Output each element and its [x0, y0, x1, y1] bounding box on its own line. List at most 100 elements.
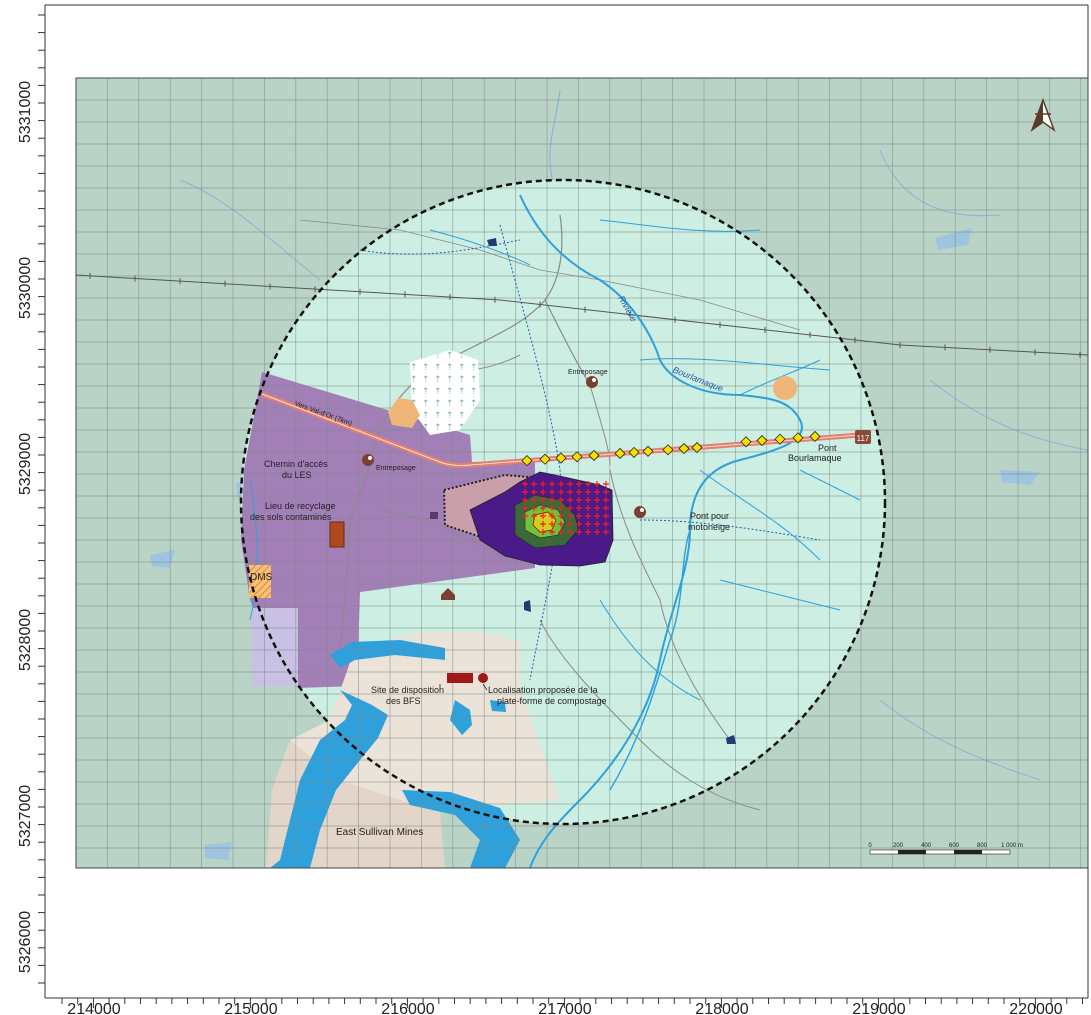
stream: [639, 358, 831, 371]
source-cross: [594, 505, 600, 511]
riviere-bourlamaque: [519, 194, 803, 868]
map-frame: [75, 77, 1089, 869]
x-tick-label: 214000: [67, 1001, 120, 1015]
source-cross: [594, 513, 600, 519]
y-tick-label: 5329000: [17, 433, 34, 495]
tailings-water: [490, 700, 506, 712]
bfs-site: [447, 673, 473, 683]
lake: [150, 550, 175, 568]
stream: [599, 219, 761, 232]
label-entreposage-north: Entreposage: [568, 369, 608, 376]
source-cross: [576, 505, 582, 511]
map-grid: [76, 78, 1088, 868]
source-cross: [603, 529, 609, 535]
source-cross: [522, 497, 528, 503]
source-points: [522, 481, 609, 535]
railway-ties: [89, 272, 1081, 358]
source-cross: [540, 505, 546, 511]
label-site-bfs-2: des BFS: [386, 696, 421, 706]
source-cross: [576, 481, 582, 487]
source-cross: [594, 521, 600, 527]
source-cross: [531, 497, 537, 503]
source-cross: [531, 489, 537, 495]
source-cross: [522, 489, 528, 495]
stream: [699, 469, 821, 561]
entreposage-north-marker: [586, 376, 598, 388]
receptor-diamond: [792, 432, 804, 444]
x-axis-ticks: [61, 998, 1083, 1008]
route-117-shield: 117: [855, 430, 871, 444]
scale-bar: 0 200 400 600 800 1 000 m: [868, 843, 1023, 855]
mine-zone: [290, 632, 560, 808]
source-cross: [567, 513, 573, 519]
y-tick-label: 5326000: [17, 911, 34, 973]
source-cross: [567, 529, 573, 535]
x-tick-label: 217000: [538, 1001, 591, 1015]
receptor-diamond: [539, 453, 551, 465]
source-cross: [540, 489, 546, 495]
receptor-diamond: [740, 436, 752, 448]
secondary-road: [539, 619, 761, 811]
x-tick-label: 219000: [852, 1001, 905, 1015]
receptor-diamond: [642, 445, 654, 457]
label-pont-motoneige-1: Pont pour: [690, 511, 729, 521]
stream: [879, 699, 1041, 781]
route-117-centerline: [261, 393, 861, 467]
source-cross: [558, 529, 564, 535]
receptor-diamond: [678, 442, 690, 455]
label-site-bfs-1: Site de disposition: [371, 685, 444, 695]
source-cross: [576, 489, 582, 495]
railway: [76, 274, 1088, 356]
source-cross: [585, 481, 591, 487]
receptor-diamond: [774, 433, 786, 445]
trail: [499, 224, 562, 681]
source-cross: [531, 505, 537, 511]
source-cross: [603, 481, 609, 487]
source-cross: [549, 513, 555, 519]
stream: [249, 479, 258, 621]
label-chemin-2: du LES: [282, 470, 312, 480]
x-tick-label: 216000: [381, 1001, 434, 1015]
source-cross: [540, 521, 546, 527]
source-cross: [567, 497, 573, 503]
x-tick-label: 215000: [224, 1001, 277, 1015]
label-pont-motoneige-2: motoneige: [688, 522, 730, 532]
label-localisation-1: Localisation proposée de la: [488, 685, 598, 695]
receptor-points: [521, 430, 821, 467]
source-cross: [549, 489, 555, 495]
trail: [639, 519, 821, 541]
pond: [726, 735, 736, 744]
scale-tick-label: 0: [868, 843, 872, 849]
receptor-diamond: [614, 447, 626, 460]
scale-tick-label: 200: [893, 843, 904, 849]
x-tick-label: 218000: [695, 1001, 748, 1015]
compost-site-marker: [478, 673, 488, 683]
secondary-road: [339, 464, 371, 651]
tailings-water: [450, 700, 472, 735]
label-entreposage-west: Entreposage: [376, 465, 416, 472]
y-tick-label: 5327000: [17, 785, 34, 847]
label-dms: DMS: [250, 572, 273, 583]
secondary-road: [299, 219, 801, 331]
stream: [739, 359, 821, 396]
stream: [599, 599, 701, 701]
source-cross: [522, 505, 528, 511]
source-cross: [558, 497, 564, 503]
map-panel: 117 Entreposage Entreposage Rivière Bour…: [76, 78, 1088, 868]
north-arrow-icon: [1030, 97, 1056, 133]
svg-text:117: 117: [857, 434, 870, 443]
receptor-diamond: [571, 451, 583, 463]
receptor-diamond: [691, 441, 703, 454]
river-water: [402, 790, 520, 868]
forest-patch: [410, 350, 480, 435]
source-cross: [585, 489, 591, 495]
leader-line: [482, 683, 488, 691]
secondary-road: [589, 384, 611, 466]
scale-tick-label: 800: [977, 843, 988, 849]
source-cross: [522, 513, 528, 519]
source-cross: [594, 497, 600, 503]
label-pont-bourl-2: Bourlamaque: [788, 453, 842, 463]
scale-tick-label: 400: [921, 843, 932, 849]
purple-zone: [241, 372, 535, 688]
receptor-diamond: [521, 455, 533, 467]
